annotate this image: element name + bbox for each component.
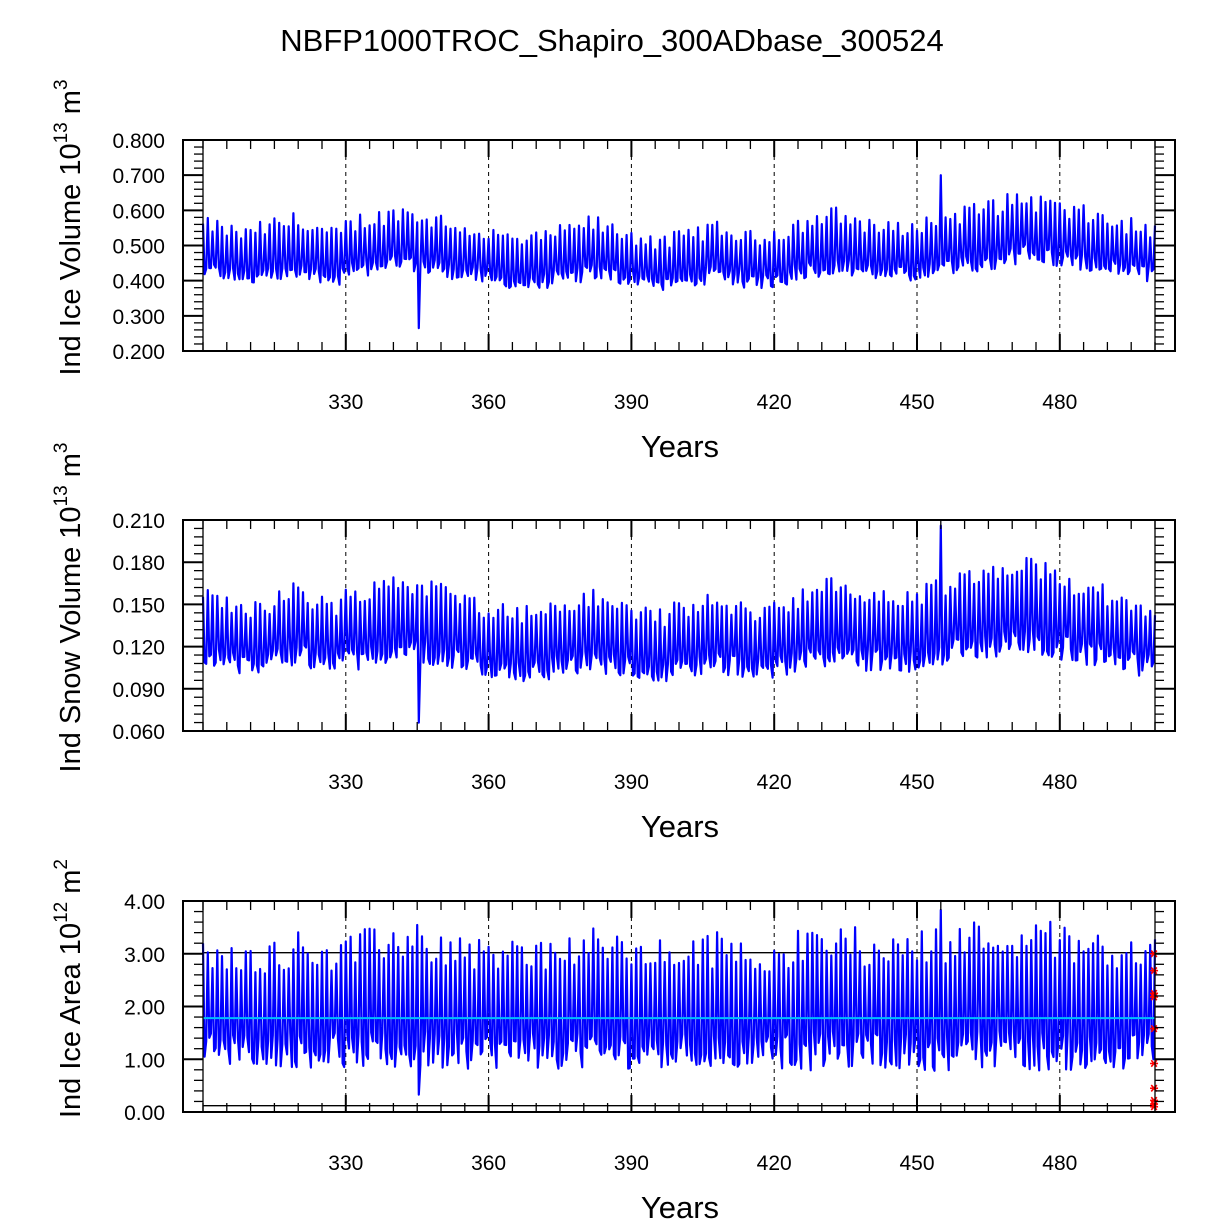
x-tick-label: 480 <box>1042 391 1077 414</box>
x-tick-label: 450 <box>899 771 934 794</box>
y-tick-label: 0.500 <box>112 236 165 259</box>
y-tick-label: 1.00 <box>124 1049 165 1072</box>
x-tick-label: 390 <box>614 391 649 414</box>
chart-panel-2: 330 360 390 420 450 480 0.060 0.090 0.120 0.150 0.… <box>51 443 1176 844</box>
x-tick-label: 330 <box>328 1152 363 1175</box>
x-tick-label: 450 <box>899 1152 934 1175</box>
x-tick-label: 360 <box>471 391 506 414</box>
y-tick-label: 0.210 <box>112 510 165 533</box>
y-tick-label: 3.00 <box>124 944 165 967</box>
y-tick-label: 0.00 <box>124 1102 165 1125</box>
y-tick-label: 0.150 <box>112 594 165 617</box>
y-tick-label: 0.200 <box>112 341 165 364</box>
figure-title: NBFP1000TROC_Shapiro_300ADbase_300524 <box>280 23 944 58</box>
x-tick-label: 450 <box>899 391 934 414</box>
x-tick-label: 360 <box>471 1152 506 1175</box>
x-axis-label: Years <box>641 809 719 844</box>
asterisk-marker <box>1150 966 1159 975</box>
x-axis-label: Years <box>641 429 719 464</box>
x-tick-label: 480 <box>1042 1152 1077 1175</box>
y-tick-label: 2.00 <box>124 997 165 1020</box>
y-tick-label: 0.700 <box>112 165 165 188</box>
y-tick-label: 0.600 <box>112 200 165 223</box>
x-tick-label: 360 <box>471 771 506 794</box>
asterisk-marker <box>1150 1096 1159 1105</box>
y-tick-label: 0.800 <box>112 130 165 153</box>
y-tick-label: 0.090 <box>112 679 165 702</box>
x-tick-label: 420 <box>757 771 792 794</box>
y-tick-label: 0.300 <box>112 306 165 329</box>
y-axis-label: Ind Ice Area 1012 m2 <box>51 859 87 1118</box>
x-tick-label: 420 <box>757 391 792 414</box>
asterisk-marker <box>1150 993 1159 1001</box>
y-tick-label: 0.180 <box>112 552 165 575</box>
x-axis-label: Years <box>641 1190 719 1225</box>
x-tick-label: 390 <box>614 1152 649 1175</box>
y-tick-label: 0.400 <box>112 271 165 294</box>
chart-panel-3: 330 360 390 420 450 480 0.00 1.00 2.00 3.00 4.00 Ye… <box>51 859 1176 1225</box>
x-tick-label: 330 <box>328 771 363 794</box>
series-line <box>201 908 1157 1096</box>
y-axis-label: Ind Ice Volume 1013 m3 <box>51 79 87 375</box>
y-tick-label: 4.00 <box>124 891 165 914</box>
y-tick-label: 0.120 <box>112 637 165 660</box>
y-tick-label: 0.060 <box>112 721 165 744</box>
asterisk-marker <box>1150 1024 1159 1033</box>
series-line <box>201 524 1157 724</box>
x-tick-label: 420 <box>757 1152 792 1175</box>
y-axis-label: Ind Snow Volume 1013 m3 <box>51 443 87 773</box>
series-line <box>201 174 1157 330</box>
asterisk-marker <box>1150 1059 1159 1068</box>
asterisk-marker <box>1150 1102 1159 1111</box>
x-tick-label: 330 <box>328 391 363 414</box>
x-tick-label: 390 <box>614 771 649 794</box>
x-tick-label: 480 <box>1042 771 1077 794</box>
chart-panel-1: 330 360 390 420 450 480 0.200 0.300 0.400 0.500 0.… <box>51 79 1176 464</box>
